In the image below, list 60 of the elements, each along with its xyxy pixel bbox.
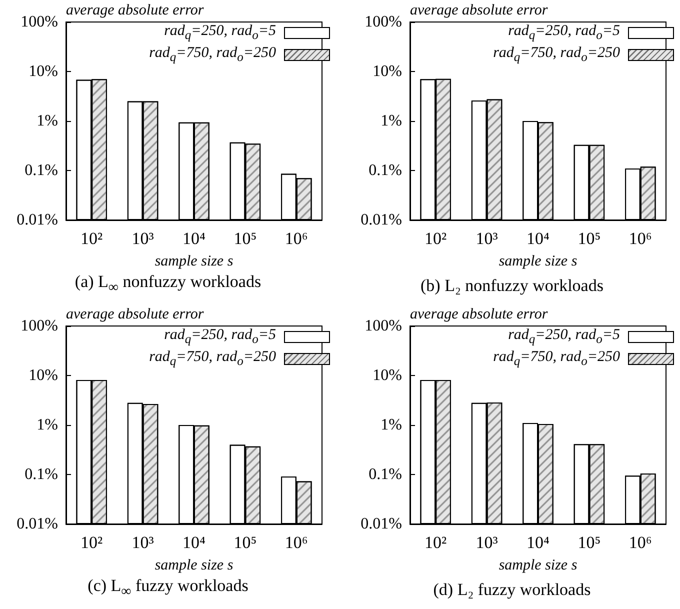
x-tick-label: 10² — [80, 229, 103, 248]
x-tick-label: 10⁴ — [526, 533, 550, 552]
y-tick-label: 10% — [28, 63, 58, 80]
y-axis-title: average absolute error — [66, 2, 204, 18]
x-tick-label: 10² — [424, 533, 447, 552]
y-tick-label: 100% — [20, 14, 58, 30]
x-tick-label: 10³ — [132, 229, 154, 248]
legend-label: rad$_{q}$=750, rad$_{o}$=250 — [149, 348, 276, 370]
x-tick-label: 10⁵ — [234, 533, 257, 552]
x-tick-label: 10⁵ — [578, 229, 601, 248]
y-tick-label: 10% — [372, 367, 402, 384]
y-tick-label: 0.01% — [360, 212, 402, 228]
x-tick-label: 10³ — [476, 229, 498, 248]
y-tick-label: 1% — [36, 112, 58, 130]
x-axis-title: sample size s — [154, 558, 234, 574]
y-axis-title: average absolute error — [66, 306, 204, 322]
x-tick-label: 10⁴ — [182, 533, 206, 552]
x-tick-label: 10⁴ — [182, 229, 206, 248]
x-tick-label: 10⁵ — [578, 533, 601, 552]
y-tick-label: 0.1% — [368, 162, 402, 179]
y-tick-label: 0.1% — [368, 466, 402, 483]
x-tick-label: 10³ — [476, 533, 498, 552]
y-tick-label: 10% — [372, 63, 402, 80]
y-tick-label: 0.01% — [360, 516, 402, 532]
legend-label: rad$_{q}$=250, rad$_{o}$=5 — [164, 22, 276, 44]
y-tick-label: 100% — [20, 318, 58, 334]
x-axis-title: sample size s — [498, 558, 578, 574]
y-axis-title: average absolute error — [410, 306, 548, 322]
legend-label: rad$_{q}$=250, rad$_{o}$=5 — [508, 326, 620, 348]
legend-label: rad$_{q}$=250, rad$_{o}$=5 — [508, 22, 620, 44]
x-tick-label: 10⁶ — [284, 229, 308, 248]
y-tick-label: 1% — [36, 416, 58, 434]
y-tick-label: 10% — [28, 367, 58, 384]
y-tick-label: 1% — [380, 416, 402, 434]
legend-label: rad$_{q}$=750, rad$_{o}$=250 — [149, 44, 276, 66]
x-tick-label: 10⁵ — [234, 229, 257, 248]
text: (d) L₂ fuzzy workloads — [432, 580, 592, 600]
legend-label: rad$_{q}$=750, rad$_{o}$=250 — [493, 44, 620, 66]
text: (c) L$_{∞}$ fuzzy workloads — [86, 576, 250, 600]
x-tick-label: 10² — [80, 533, 103, 552]
y-tick-label: 1% — [380, 112, 402, 130]
text: (a) L$_{∞}$ nonfuzzy workloads — [74, 272, 262, 296]
legend-label: rad$_{q}$=750, rad$_{o}$=250 — [493, 348, 620, 370]
x-axis-title: sample size s — [498, 254, 578, 270]
y-axis-title: average absolute error — [410, 2, 548, 18]
y-tick-label: 100% — [364, 318, 402, 334]
y-tick-label: 100% — [364, 14, 402, 30]
y-tick-label: 0.1% — [24, 466, 58, 483]
x-tick-label: 10⁶ — [284, 533, 308, 552]
y-tick-label: 0.01% — [16, 212, 58, 228]
x-tick-label: 10⁶ — [628, 533, 652, 552]
x-tick-label: 10⁶ — [628, 229, 652, 248]
x-tick-label: 10⁴ — [526, 229, 550, 248]
y-tick-label: 0.1% — [24, 162, 58, 179]
x-tick-label: 10³ — [132, 533, 154, 552]
text: (b) L₂ nonfuzzy workloads — [420, 276, 604, 296]
y-tick-label: 0.01% — [16, 516, 58, 532]
x-axis-title: sample size s — [154, 254, 234, 270]
x-tick-label: 10² — [424, 229, 447, 248]
legend-label: rad$_{q}$=250, rad$_{o}$=5 — [164, 326, 276, 348]
